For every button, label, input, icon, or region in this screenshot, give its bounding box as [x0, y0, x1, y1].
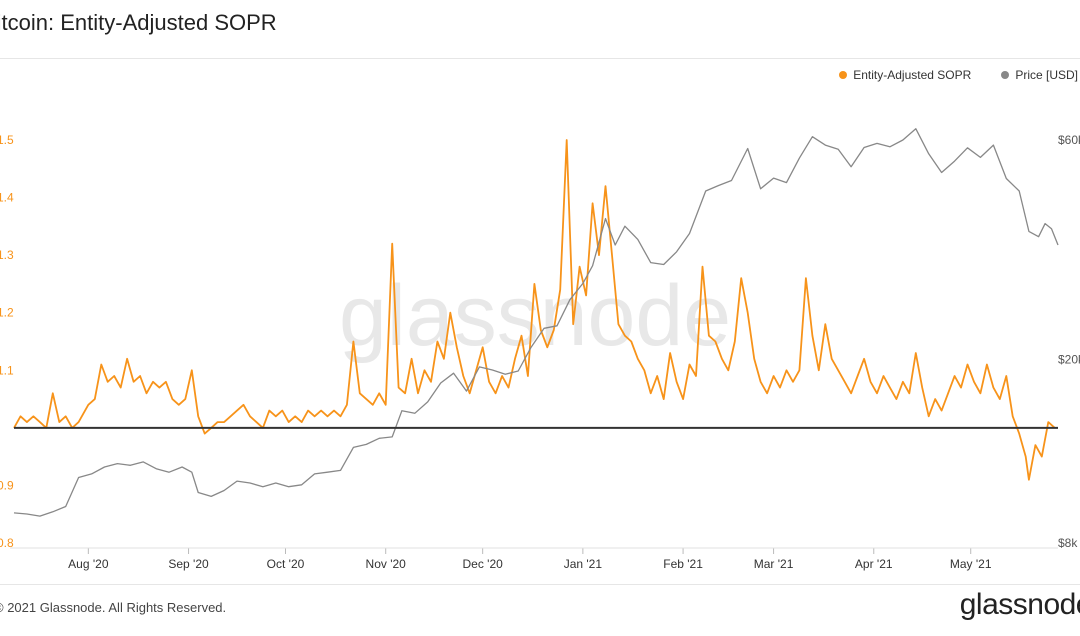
left-tick-label: 1.1 [0, 363, 14, 377]
glassnode-logo: glassnode [959, 588, 1080, 621]
x-tick-label: Dec '20 [463, 557, 504, 571]
copyright-text: © 2021 Glassnode. All Rights Reserved. [0, 600, 227, 615]
right-axis: $8k $20k $60k [1058, 133, 1080, 550]
right-tick-label: $20k [1058, 353, 1080, 367]
x-tick-label: Nov '20 [366, 557, 407, 571]
legend-item-price[interactable]: Price [USD] [1001, 68, 1078, 82]
left-axis: 0.8 0.9 1.1 1.2 1.3 1.4 1.5 [0, 133, 14, 550]
chart-title: Bitcoin: Entity-Adjusted SOPR [0, 10, 277, 35]
left-tick-label: 0.9 [0, 478, 14, 492]
x-tick-label: Mar '21 [754, 557, 794, 571]
left-tick-label: 1.4 [0, 191, 14, 205]
legend-sopr-label: Entity-Adjusted SOPR [853, 68, 972, 82]
x-axis: Aug '20 Sep '20 Oct '20 Nov '20 Dec '20 Jan '… [68, 548, 992, 571]
x-tick-label: May '21 [950, 557, 992, 571]
legend-sopr-dot-icon [839, 71, 848, 79]
price-series-line[interactable] [13, 128, 1059, 517]
x-tick-label: Sep '20 [168, 557, 209, 571]
x-tick-label: Aug '20 [68, 557, 109, 571]
header-divider [0, 58, 1080, 59]
right-tick-label: $8k [1058, 536, 1078, 550]
x-tick-label: Feb '21 [663, 557, 703, 571]
sopr-series-line[interactable] [13, 139, 1056, 481]
right-tick-label: $60k [1058, 133, 1080, 147]
legend-price-label: Price [USD] [1015, 68, 1078, 82]
series-layer [13, 128, 1059, 517]
x-tick-label: Oct '20 [267, 557, 305, 571]
x-tick-label: Jan '21 [564, 557, 603, 571]
left-tick-label: 0.8 [0, 536, 14, 550]
left-tick-label: 1.5 [0, 133, 14, 147]
x-tick-label: Apr '21 [855, 557, 893, 571]
legend: Entity-Adjusted SOPR Price [USD] [839, 68, 1078, 82]
footer-divider [0, 584, 1080, 585]
left-tick-label: 1.3 [0, 248, 14, 262]
legend-price-dot-icon [1001, 71, 1010, 79]
left-tick-label: 1.2 [0, 306, 14, 320]
legend-item-sopr[interactable]: Entity-Adjusted SOPR [839, 68, 971, 82]
